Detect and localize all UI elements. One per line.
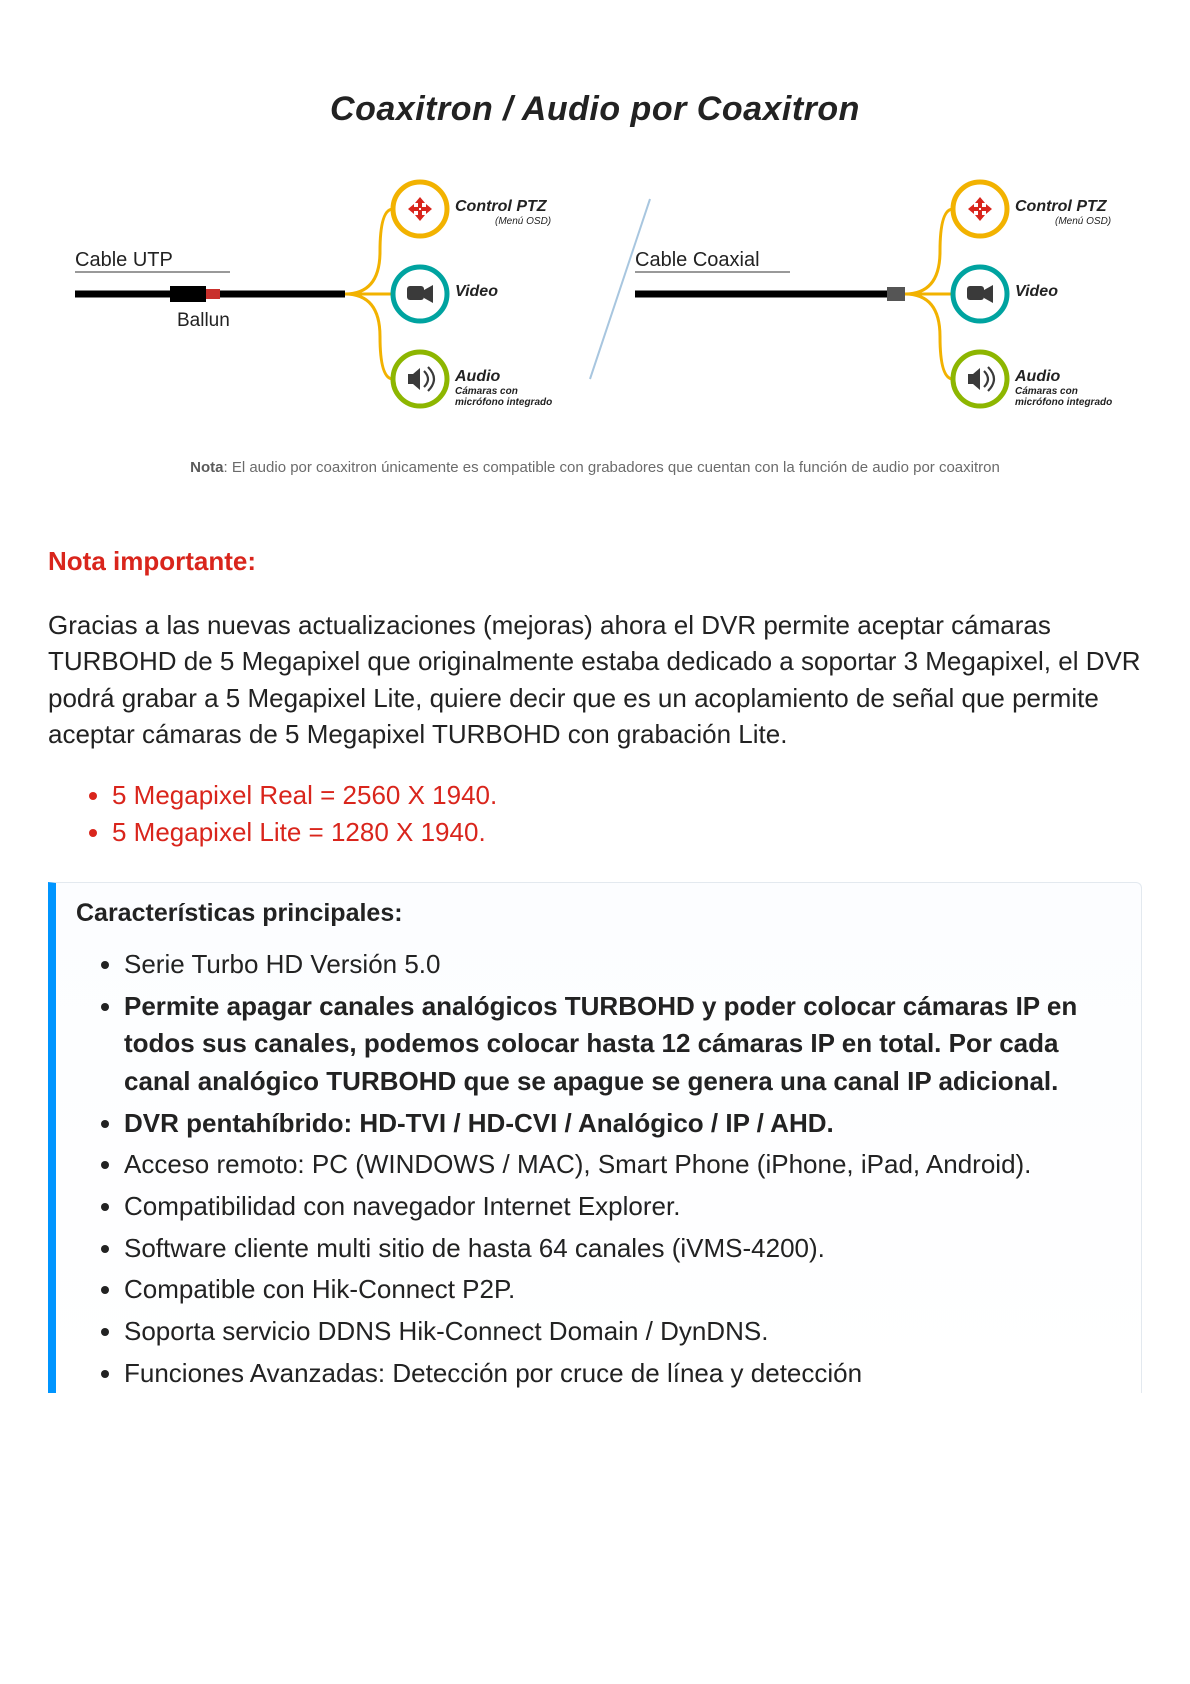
nota-importante-title: Nota importante:: [48, 546, 1142, 577]
feature-item: Software cliente multi sitio de hasta 64…: [124, 1230, 1113, 1268]
feature-item: Compatibilidad con navegador Internet Ex…: [124, 1188, 1113, 1226]
svg-text:Cable UTP: Cable UTP: [75, 249, 173, 271]
feature-item: Serie Turbo HD Versión 5.0: [124, 946, 1113, 984]
feature-item: Permite apagar canales analógicos TURBOH…: [124, 988, 1113, 1101]
feature-item: DVR pentahíbrido: HD-TVI / HD-CVI / Anal…: [124, 1105, 1113, 1143]
features-title: Características principales:: [76, 899, 1113, 928]
svg-text:Control PTZ: Control PTZ: [1015, 198, 1108, 215]
svg-text:Video: Video: [1015, 283, 1058, 300]
svg-text:Control PTZ: Control PTZ: [455, 198, 548, 215]
svg-text:Audio: Audio: [1014, 368, 1061, 385]
svg-text:Video: Video: [455, 283, 498, 300]
svg-text:Cable Coaxial: Cable Coaxial: [635, 249, 760, 271]
svg-text:Cámaras con: Cámaras con: [1015, 386, 1078, 397]
features-box: Características principales: Serie Turbo…: [48, 882, 1142, 1393]
svg-text:(Menú OSD): (Menú OSD): [1055, 216, 1111, 227]
svg-text:(Menú OSD): (Menú OSD): [495, 216, 551, 227]
megapixel-item: 5 Megapixel Lite = 1280 X 1940.: [112, 814, 1142, 852]
svg-text:Cámaras con: Cámaras con: [455, 386, 518, 397]
coaxitron-diagram: Cable UTPBallunControl PTZ(Menú OSD)Vide…: [48, 169, 1142, 419]
megapixel-list: 5 Megapixel Real = 2560 X 1940.5 Megapix…: [48, 777, 1142, 852]
feature-item: Compatible con Hik-Connect P2P.: [124, 1271, 1113, 1309]
features-list: Serie Turbo HD Versión 5.0 Permite apagar…: [76, 946, 1113, 1393]
feature-item: Funciones Avanzadas: Detección por cruce…: [124, 1355, 1113, 1393]
svg-text:Audio: Audio: [454, 368, 501, 385]
nota-importante-body: Gracias a las nuevas actualizaciones (me…: [48, 607, 1142, 753]
diagram-note: Nota: El audio por coaxitron únicamente …: [48, 459, 1142, 476]
feature-item: Acceso remoto: PC (WINDOWS / MAC), Smart…: [124, 1146, 1113, 1184]
note-prefix: Nota: [190, 459, 223, 476]
diagram-title: Coaxitron / Audio por Coaxitron: [48, 90, 1142, 129]
svg-text:micrófono integrado: micrófono integrado: [455, 397, 552, 408]
megapixel-item: 5 Megapixel Real = 2560 X 1940.: [112, 777, 1142, 815]
feature-item: Soporta servicio DDNS Hik-Connect Domain…: [124, 1313, 1113, 1351]
svg-text:Ballun: Ballun: [177, 310, 230, 331]
svg-text:micrófono integrado: micrófono integrado: [1015, 397, 1112, 408]
note-text: : El audio por coaxitron únicamente es c…: [224, 459, 1000, 476]
